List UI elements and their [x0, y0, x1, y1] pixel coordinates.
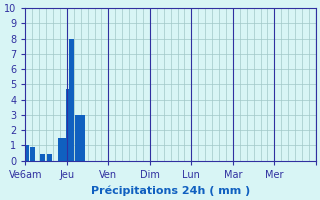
- Bar: [62, 138, 67, 161]
- Bar: [66, 89, 71, 161]
- Bar: [69, 39, 74, 161]
- Bar: [30, 147, 35, 161]
- Bar: [58, 138, 62, 161]
- Bar: [40, 154, 45, 161]
- X-axis label: Précipitations 24h ( mm ): Précipitations 24h ( mm ): [91, 185, 250, 196]
- Bar: [75, 115, 80, 161]
- Bar: [80, 115, 84, 161]
- Bar: [24, 145, 29, 161]
- Bar: [47, 154, 52, 161]
